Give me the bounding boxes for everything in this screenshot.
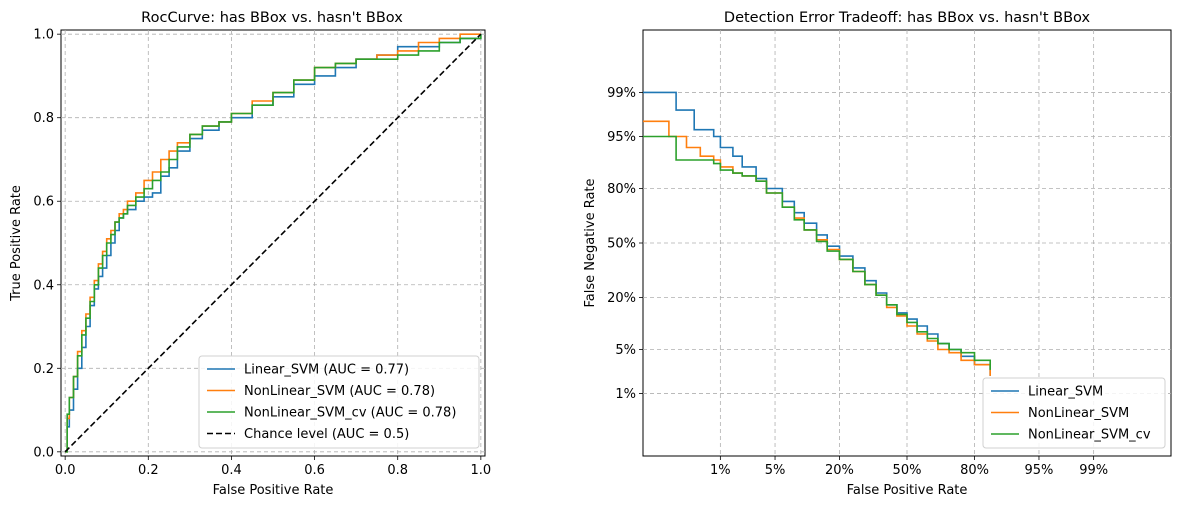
det-y-tick-label: 99% — [607, 86, 636, 101]
det-legend-label: Linear_SVM — [1028, 385, 1103, 400]
det-y-axis-label: False Negative Rate — [583, 178, 598, 307]
det-series — [643, 91, 991, 376]
det-y-tick-label: 20% — [607, 291, 636, 306]
det-ticks: 1% 5% 20% 50% 80% 95% 99% 1% 5% 20% 50% 80% 95% 99% — [607, 86, 1108, 478]
roc-plot-frame — [60, 29, 486, 457]
roc-x-tick-label: 0.6 — [304, 463, 325, 478]
det-y-tick-label: 1% — [615, 387, 636, 402]
det-x-tick-label: 5% — [765, 463, 786, 478]
det-x-tick-label: 99% — [1079, 463, 1108, 478]
det-x-tick-label: 50% — [893, 463, 922, 478]
roc-x-tick-label: 0.4 — [221, 463, 242, 478]
roc-series-line — [64, 33, 482, 453]
det-legend-label: NonLinear_SVM_cv — [1028, 428, 1151, 443]
det-x-tick-label: 95% — [1025, 463, 1054, 478]
roc-chart: RocCurve: has BBox vs. hasn't BBox 0.0 0.… — [9, 10, 491, 498]
roc-y-tick-label: 0.8 — [33, 111, 54, 126]
roc-legend-label: NonLinear_SVM_cv (AUC = 0.78) — [244, 406, 456, 421]
det-legend-label: NonLinear_SVM — [1028, 406, 1129, 421]
roc-y-tick-label: 0.0 — [33, 445, 54, 460]
det-title: Detection Error Tradeoff: has BBox vs. h… — [724, 10, 1091, 26]
roc-legend-label: NonLinear_SVM (AUC = 0.78) — [244, 384, 435, 399]
roc-x-tick-label: 0.8 — [387, 463, 408, 478]
det-x-tick-label: 80% — [960, 463, 989, 478]
roc-y-tick-label: 0.2 — [33, 362, 54, 377]
roc-x-axis-label: False Positive Rate — [213, 483, 334, 498]
det-y-tick-label: 95% — [607, 130, 636, 145]
roc-y-tick-label: 1.0 — [33, 28, 54, 43]
det-legend: Linear_SVM NonLinear_SVM NonLinear_SVM_cv — [982, 377, 1166, 449]
roc-series-line — [65, 34, 482, 453]
roc-y-tick-label: 0.6 — [33, 195, 54, 210]
roc-x-tick-label: 1.0 — [470, 463, 491, 478]
roc-series — [64, 33, 482, 453]
roc-y-tick-label: 0.4 — [33, 278, 54, 293]
det-x-tick-label: 1% — [710, 463, 731, 478]
det-series-line — [643, 135, 991, 370]
roc-ticks: 0.0 0.2 0.4 0.6 0.8 1.0 0.0 0.2 0.4 0.6 0.8 1.0 — [33, 28, 491, 478]
roc-x-tick-label: 0.0 — [55, 463, 76, 478]
roc-series-line — [65, 34, 482, 453]
roc-legend-box — [198, 355, 480, 449]
roc-legend: Linear_SVM (AUC = 0.77) NonLinear_SVM (AU… — [198, 355, 480, 449]
det-x-tick-label: 20% — [825, 463, 854, 478]
det-series-line — [643, 91, 991, 376]
roc-title: RocCurve: has BBox vs. hasn't BBox — [141, 10, 403, 26]
det-y-tick-label: 5% — [615, 343, 636, 358]
det-legend-box — [982, 377, 1166, 449]
det-y-tick-label: 50% — [607, 237, 636, 252]
roc-legend-label: Linear_SVM (AUC = 0.77) — [244, 363, 409, 378]
det-y-tick-label: 80% — [607, 182, 636, 197]
roc-legend-label: Chance level (AUC = 0.5) — [244, 427, 409, 442]
roc-x-tick-label: 0.2 — [138, 463, 159, 478]
roc-y-axis-label: True Positive Rate — [9, 185, 24, 302]
det-x-axis-label: False Positive Rate — [847, 483, 968, 498]
det-chart: Detection Error Tradeoff: has BBox vs. h… — [583, 10, 1172, 498]
det-grid — [643, 30, 1171, 456]
